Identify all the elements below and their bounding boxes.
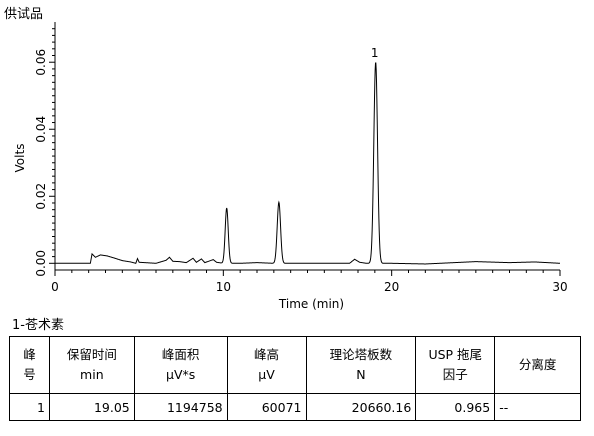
header-resolution: 分离度 [494, 336, 581, 394]
cell-peak-area: 1194758 [133, 393, 228, 421]
y-axis-label: Volts [13, 144, 27, 173]
header-peak-height: 峰高 μV [226, 336, 307, 394]
table-header-row: 峰 号 保留时间 min 峰面积 μV*s 峰高 μV 理论塔板数 N USP … [9, 336, 581, 394]
header-theoretical-plates: 理论塔板数 N [305, 336, 417, 394]
peak-results-table: 峰 号 保留时间 min 峰面积 μV*s 峰高 μV 理论塔板数 N USP … [9, 336, 581, 421]
axis-labels: Time (min) Volts [13, 144, 344, 311]
plot-axes [54, 22, 560, 271]
y-tick-label: 0.06 [34, 49, 48, 76]
cell-resolution: -- [494, 393, 581, 421]
header-peak-area: 峰面积 μV*s [133, 336, 228, 394]
x-tick-label: 10 [216, 280, 231, 294]
x-tick-label: 20 [384, 280, 399, 294]
peak-label: 1 [371, 46, 379, 60]
y-tick-label: 0.04 [34, 116, 48, 143]
y-tick-label: 0.02 [34, 183, 48, 210]
cell-theoretical-plates: 20660.16 [305, 393, 417, 421]
chromatogram-trace [55, 62, 561, 265]
x-axis-label: Time (min) [278, 297, 344, 311]
header-peak-number: 峰 号 [9, 336, 50, 394]
axis-ticks: 0 10 20 30 0.00 0.02 0.04 0.06 [34, 28, 568, 294]
chart-title: 供试品 [4, 7, 44, 22]
header-retention-time: 保留时间 min [48, 336, 135, 394]
chromatogram-plot: 0 10 20 30 0.00 0.02 0.04 0.06 1 Time (min) Volt… [13, 22, 568, 311]
compound-title: 1-苍术素 [12, 318, 64, 333]
cell-peak-height: 60071 [226, 393, 307, 421]
x-tick-label: 30 [552, 280, 567, 294]
table-row: 1 19.05 1194758 60071 20660.16 0.965 -- [9, 393, 581, 421]
cell-usp-tailing: 0.965 [415, 393, 496, 421]
cell-peak-number: 1 [9, 393, 50, 421]
cell-retention-time: 19.05 [48, 393, 135, 421]
header-usp-tailing: USP 拖尾 因子 [415, 336, 496, 394]
trace-group: 1 [55, 46, 561, 265]
y-tick-label: 0.00 [34, 250, 48, 277]
x-tick-label: 0 [51, 280, 59, 294]
